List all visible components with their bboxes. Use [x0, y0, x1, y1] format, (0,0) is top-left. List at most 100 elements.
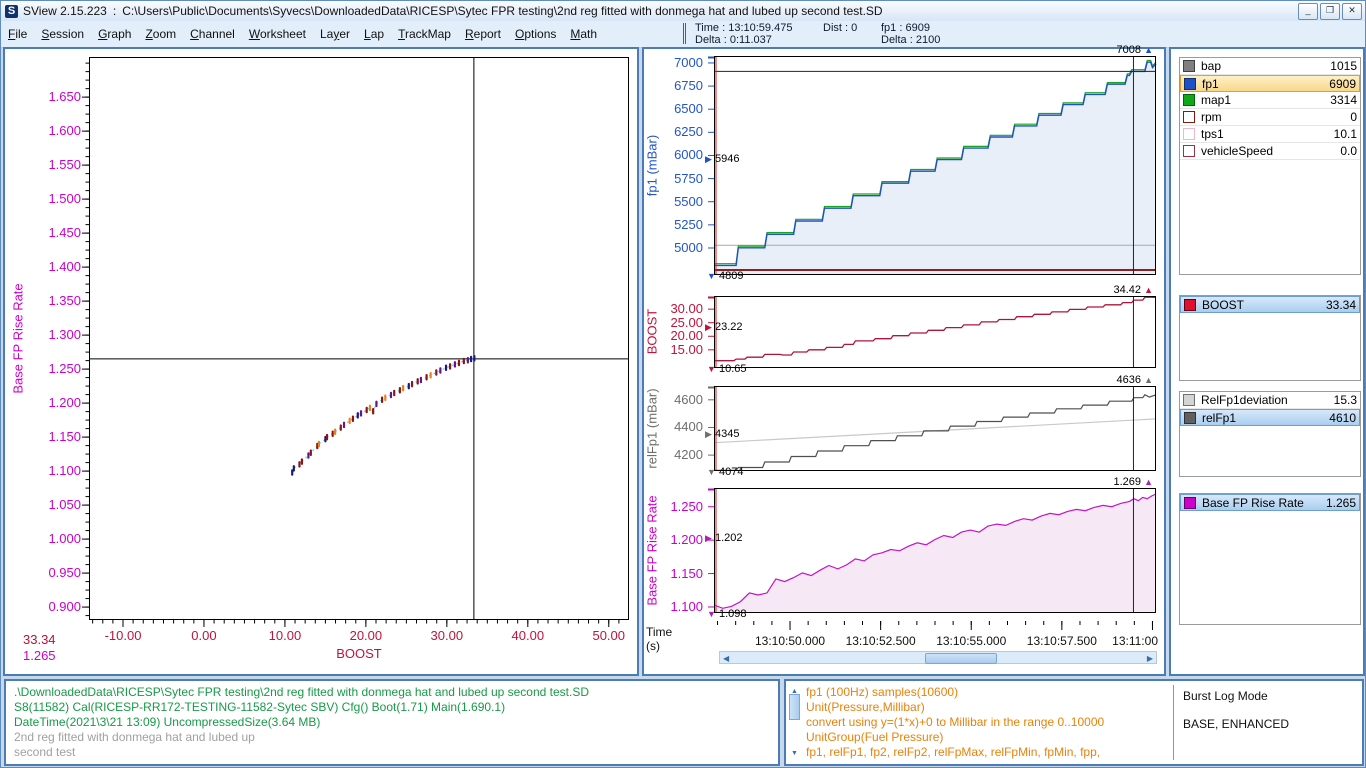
- ts-y-tick: 7000: [674, 54, 703, 70]
- restore-button[interactable]: ❐: [1320, 2, 1340, 20]
- scatter-y-tick: 0.950: [48, 565, 81, 581]
- scroll-left-icon[interactable]: ◀: [723, 654, 730, 663]
- relfp1-chart[interactable]: [706, 386, 1158, 473]
- ts-y-tick: 6500: [674, 101, 703, 117]
- menu-item-trackmap[interactable]: TrackMap: [398, 27, 451, 41]
- legend-row-relfp1deviation[interactable]: RelFp1deviation 15.3: [1180, 392, 1360, 409]
- scatter-x-tick: 10.00: [268, 628, 302, 643]
- legend-row-bap[interactable]: bap 1015: [1180, 58, 1360, 75]
- ts-y-tick: 1.250: [670, 498, 703, 514]
- fp1-axis-label: fp1 (mBar): [644, 134, 660, 196]
- legend-row-fp1[interactable]: fp1 6909: [1180, 75, 1360, 92]
- scatter-y-tick: 0.900: [48, 599, 81, 615]
- menu-item-options[interactable]: Options: [515, 27, 557, 41]
- time-tick-label: 13:10:55.000: [936, 634, 1007, 648]
- legend-swatch: [1184, 411, 1196, 424]
- bottom-divider: [1173, 685, 1174, 760]
- file-info-line: 2nd reg fitted with donmega hat and lube…: [14, 730, 255, 744]
- enter-value: 4345: [711, 428, 740, 441]
- time-scrollbar[interactable]: ◀ ▶: [719, 651, 1157, 664]
- scroll-down-icon[interactable]: ▼: [791, 750, 798, 757]
- menu-item-math[interactable]: Math: [570, 27, 598, 41]
- channel-name: Base FP Rise Rate: [1202, 495, 1304, 510]
- time-tick-label: 13:10:52.500: [845, 634, 916, 648]
- channel-scrollbar-thumb[interactable]: [789, 694, 800, 720]
- legend-row-rpm[interactable]: rpm 0: [1180, 109, 1360, 126]
- minimize-button[interactable]: _: [1298, 2, 1318, 20]
- enter-marker-icon: ▶: [705, 154, 712, 165]
- channel-value: 0: [1350, 110, 1357, 124]
- ts-y-tick: 30.00: [670, 301, 703, 317]
- status-time: Time : 13:10:59.475: [695, 22, 793, 34]
- marker-min: ▼ 10.65: [707, 363, 747, 375]
- scatter-y-axis-label: Base FP Rise Rate: [10, 283, 26, 394]
- menu-item-lap[interactable]: Lap: [364, 27, 385, 41]
- legend-swatch: [1184, 77, 1196, 90]
- enter-marker-icon: ▶: [705, 321, 712, 332]
- menu-item-graph[interactable]: Graph: [98, 27, 132, 41]
- min-marker-icon: ▼: [707, 609, 716, 619]
- scatter-y-tick: 1.600: [48, 123, 81, 139]
- legend-row-boost[interactable]: BOOST 33.34: [1180, 296, 1360, 313]
- base-fp-rise-rate-chart[interactable]: [706, 488, 1158, 615]
- legend-group: bap 1015 fp1 6909 map1 3314 rpm 0 tps1 10.1 vehicl…: [1179, 57, 1361, 275]
- enter-marker-icon: ▶: [705, 429, 712, 440]
- channel-info-scrollbar[interactable]: ▲ ▼: [789, 684, 801, 761]
- scroll-up-icon[interactable]: ▲: [791, 688, 798, 695]
- menu-item-session[interactable]: Session: [41, 27, 85, 41]
- base-fp-rise-rate-axis-label: Base FP Rise Rate: [644, 494, 660, 606]
- min-value: 4074: [715, 466, 744, 478]
- enter-marker-icon: ▶: [705, 532, 712, 543]
- menu-item-file[interactable]: File: [8, 27, 28, 41]
- time-axis-ticks: [717, 621, 1153, 630]
- marker-max: 1.269 ▲: [1041, 476, 1153, 488]
- legend-row-vehiclespeed[interactable]: vehicleSpeed 0.0: [1180, 143, 1360, 160]
- ts-y-tick: 25.00: [670, 314, 703, 330]
- menu-item-layer[interactable]: Layer: [319, 27, 351, 41]
- menu-item-worksheet[interactable]: Worksheet: [248, 27, 306, 41]
- legend-swatch: [1183, 111, 1195, 123]
- marker-max: 34.42 ▲: [1041, 284, 1153, 296]
- scatter-plot[interactable]: [61, 47, 639, 647]
- legend-swatch: [1184, 496, 1196, 509]
- scatter-x-tick: 40.00: [511, 628, 545, 643]
- legend-row-base-fp-rise-rate[interactable]: Base FP Rise Rate 1.265: [1180, 494, 1360, 511]
- max-marker-icon: ▲: [1144, 477, 1153, 487]
- fp1-chart[interactable]: [706, 56, 1158, 277]
- enter-value: 5946: [711, 153, 740, 166]
- scatter-y-tick: 1.100: [48, 463, 81, 479]
- marker-enter: ▶ 5946: [705, 153, 739, 165]
- menu-item-zoom[interactable]: Zoom: [145, 27, 177, 41]
- legend-swatch: [1183, 145, 1195, 157]
- channel-name: bap: [1201, 59, 1222, 73]
- scrollbar-thumb[interactable]: [924, 653, 997, 664]
- legend-swatch: [1183, 94, 1195, 106]
- channel-name: tps1: [1201, 127, 1224, 141]
- window-title: SView 2.15.223: C:\Users\Public\Documents…: [23, 4, 883, 18]
- channel-value: 0.0: [1340, 144, 1357, 158]
- scatter-y-tick: 1.250: [48, 361, 81, 377]
- marker-enter: ▶ 4345: [705, 428, 739, 440]
- legend-row-relfp1[interactable]: relFp1 4610: [1180, 409, 1360, 426]
- file-info-line: S8(11582) Cal(RICESP-RR172-TESTING-11582…: [14, 700, 506, 714]
- scatter-x-axis-label: BOOST: [336, 646, 382, 661]
- menu-item-report[interactable]: Report: [464, 27, 501, 41]
- legend-row-map1[interactable]: map1 3314: [1180, 92, 1360, 109]
- close-button[interactable]: ✕: [1342, 2, 1362, 20]
- legend-swatch: [1183, 60, 1195, 72]
- legend-row-tps1[interactable]: tps1 10.1: [1180, 126, 1360, 143]
- status-delta-fp1: Delta : 2100: [881, 34, 941, 46]
- enter-value: 1.202: [711, 531, 743, 544]
- scroll-right-icon[interactable]: ▶: [1146, 654, 1153, 663]
- file-info-line: second test: [14, 745, 76, 759]
- channel-name: BOOST: [1202, 297, 1245, 312]
- ts-y-tick: 15.00: [670, 341, 703, 357]
- boost-chart[interactable]: [706, 296, 1158, 370]
- scatter-x-tick: 0.00: [191, 628, 217, 643]
- min-marker-icon: ▼: [707, 364, 716, 374]
- channel-value: 15.3: [1333, 393, 1357, 407]
- max-marker-icon: ▲: [1144, 285, 1153, 295]
- scatter-y-tick: 1.450: [48, 225, 81, 241]
- menu-item-channel[interactable]: Channel: [190, 27, 235, 41]
